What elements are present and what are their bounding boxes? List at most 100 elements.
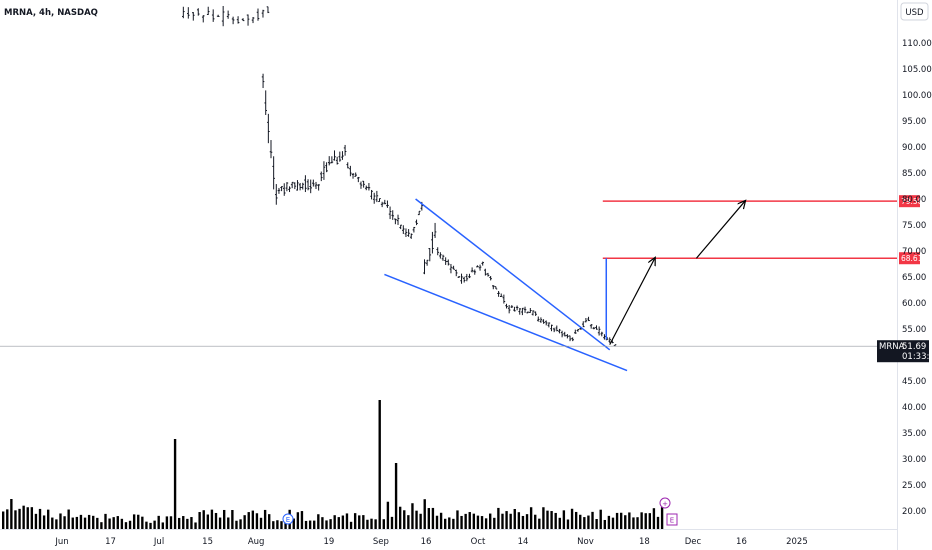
ohlc-bar bbox=[552, 327, 556, 333]
volume-bar bbox=[513, 508, 516, 529]
ohlc-bar bbox=[465, 273, 469, 282]
volume-bar bbox=[55, 519, 58, 529]
volume-bar bbox=[333, 515, 336, 529]
ohlc-bar bbox=[378, 198, 381, 203]
volume-bar bbox=[92, 515, 95, 529]
event-marker-nov[interactable] bbox=[659, 497, 671, 509]
volume-bar bbox=[59, 513, 62, 529]
volume-bar bbox=[6, 509, 9, 529]
volume-bar bbox=[468, 512, 471, 529]
volume-bar bbox=[38, 508, 42, 529]
last-price-badge: MRNA 51.69 01:33:48 bbox=[877, 340, 932, 363]
target-arrow[interactable] bbox=[695, 201, 745, 259]
volume-bar bbox=[595, 519, 598, 529]
ohlc-bar bbox=[428, 248, 432, 262]
ohlc-bar bbox=[560, 330, 564, 338]
ohlc-bar bbox=[521, 307, 524, 316]
volume-bar bbox=[87, 514, 91, 529]
time-tick-label: 16 bbox=[736, 537, 747, 547]
ohlc-bar bbox=[476, 265, 479, 268]
volume-bar bbox=[591, 511, 594, 529]
volume-bar bbox=[145, 521, 148, 529]
ohlc-bar bbox=[325, 162, 328, 173]
ohlc-bar bbox=[304, 175, 307, 193]
volume-bar bbox=[100, 522, 103, 529]
ohlc-bar bbox=[574, 329, 577, 334]
time-tick-label: Aug bbox=[248, 537, 265, 547]
ohlc-bar bbox=[201, 15, 205, 23]
volume-bar bbox=[353, 513, 357, 529]
ohlc-bar bbox=[343, 144, 347, 156]
ohlc-bar bbox=[444, 257, 447, 265]
volume-bar bbox=[415, 510, 418, 529]
volume-bar bbox=[452, 518, 455, 529]
earnings-marker-aug[interactable] bbox=[282, 513, 294, 525]
ohlc-bar bbox=[372, 192, 376, 204]
volume-bar bbox=[161, 522, 164, 529]
volume-bar bbox=[456, 510, 459, 529]
volume-bar bbox=[546, 510, 549, 529]
volume-bar bbox=[505, 511, 508, 529]
volume-bar bbox=[177, 517, 181, 529]
ohlc-bar bbox=[267, 113, 270, 144]
volume-bar bbox=[165, 516, 169, 529]
trendline[interactable] bbox=[384, 273, 628, 372]
ohlc-bar bbox=[226, 10, 230, 19]
earnings-marker-nov[interactable] bbox=[666, 513, 678, 526]
ohlc-bar bbox=[391, 210, 395, 220]
ohlc-bar bbox=[449, 263, 453, 274]
volume-bar bbox=[247, 512, 250, 529]
currency-button[interactable]: USD bbox=[900, 2, 929, 21]
ohlc-bar bbox=[362, 180, 365, 188]
ohlc-bar bbox=[470, 267, 474, 273]
volume-bar bbox=[529, 507, 533, 529]
ohlc-bar bbox=[597, 326, 601, 336]
ohlc-bar bbox=[296, 180, 299, 191]
volume-bar bbox=[374, 519, 377, 529]
volume-bar bbox=[390, 516, 394, 529]
time-tick-label: Oct bbox=[471, 537, 486, 547]
volume-bar bbox=[317, 514, 320, 529]
volume-bar bbox=[628, 512, 631, 529]
ohlc-bar bbox=[478, 264, 482, 271]
volume-bar bbox=[137, 514, 140, 529]
volume-bar bbox=[398, 506, 402, 529]
volume-bar bbox=[423, 499, 426, 529]
volume-bar bbox=[464, 513, 467, 529]
ohlc-bar bbox=[544, 320, 548, 326]
volume-bar bbox=[329, 519, 332, 529]
volume-bar bbox=[587, 515, 590, 529]
volume-bar bbox=[83, 517, 87, 529]
ohlc-bar bbox=[502, 294, 506, 304]
volume-bar bbox=[304, 520, 308, 529]
trendline[interactable] bbox=[415, 198, 611, 351]
volume-bar bbox=[26, 507, 29, 529]
event-markers[interactable]: E + E bbox=[282, 497, 678, 526]
volume-bar bbox=[370, 518, 373, 529]
price-tick-label: 110.00 bbox=[902, 39, 932, 49]
volume-bar bbox=[141, 516, 144, 529]
ohlc-bar bbox=[589, 324, 593, 329]
ohlc-bar bbox=[491, 285, 495, 290]
drawings[interactable]: 79.58 68.61 bbox=[384, 195, 923, 372]
ohlc-bar bbox=[211, 9, 215, 22]
ohlc-bar bbox=[457, 276, 461, 278]
price-tick-label: 60.00 bbox=[902, 299, 926, 309]
volume-bar bbox=[517, 512, 521, 529]
target-arrow[interactable] bbox=[609, 258, 655, 345]
ohlc-bar bbox=[335, 156, 339, 165]
volume-bar bbox=[186, 518, 189, 529]
earnings-marker-aug-label: E bbox=[286, 516, 290, 524]
ohlc-bar bbox=[407, 229, 410, 237]
ohlc-bar bbox=[473, 269, 477, 275]
ohlc-bar bbox=[523, 306, 527, 313]
ohlc-bar bbox=[256, 8, 260, 21]
ohlc-bar bbox=[417, 210, 421, 216]
volume-bar bbox=[194, 522, 197, 529]
ohlc-bar bbox=[505, 303, 508, 309]
level-price-tag bbox=[899, 195, 920, 208]
time-axis[interactable]: Jun 17 Jul 15 Aug 19 Sep 16 Oct 14 Nov 18 Dec 16 2025 bbox=[54, 537, 807, 547]
ohlc-bar bbox=[380, 201, 384, 208]
volume-bar bbox=[169, 516, 173, 529]
